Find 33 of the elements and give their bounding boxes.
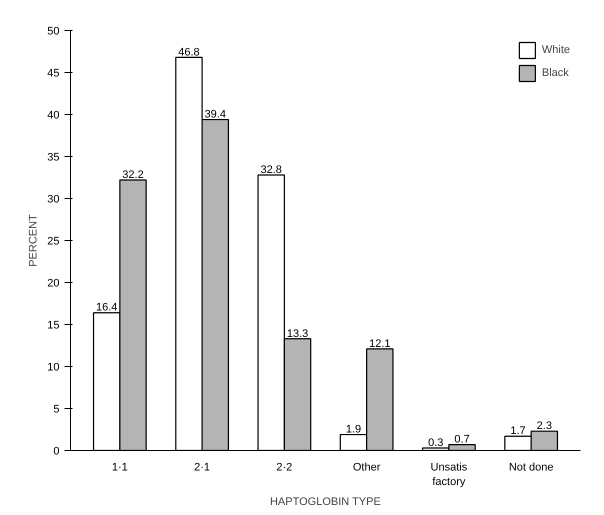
data-label: 1.9 bbox=[346, 424, 362, 436]
y-tick-label: 30 bbox=[47, 194, 60, 206]
legend-label: Black bbox=[542, 67, 569, 79]
x-tick-label: Other bbox=[352, 462, 381, 474]
y-tick-label: 35 bbox=[47, 152, 60, 164]
y-axis-title: PERCENT bbox=[27, 214, 40, 267]
data-label: 0.3 bbox=[428, 436, 444, 449]
x-axis-title: HAPTOGLOBIN TYPE bbox=[270, 496, 381, 508]
data-label: 16.4 bbox=[96, 302, 118, 314]
y-tick-label: 0 bbox=[53, 446, 60, 458]
data-label: 12.1 bbox=[369, 338, 391, 350]
y-tick-label: 40 bbox=[47, 110, 60, 122]
y-tick-label: 50 bbox=[47, 26, 60, 38]
y-tick-label: 10 bbox=[47, 362, 60, 374]
data-label: 1.7 bbox=[510, 425, 526, 438]
data-label: 46.8 bbox=[178, 46, 200, 58]
x-tick-label: Unsatis factory bbox=[430, 462, 468, 488]
x-tick-label: 1·1 bbox=[112, 462, 128, 474]
legend-label: White bbox=[542, 44, 570, 56]
x-tick-label: 2·2 bbox=[276, 462, 292, 474]
y-tick-label: 15 bbox=[47, 320, 60, 332]
y-tick-label: 25 bbox=[47, 236, 60, 248]
data-label: 39.4 bbox=[204, 108, 226, 121]
y-tick-label: 20 bbox=[47, 278, 60, 290]
data-label: 32.2 bbox=[122, 169, 144, 182]
y-tick-label: 5 bbox=[53, 404, 60, 416]
x-tick-label: Not done bbox=[508, 462, 554, 474]
data-label: 13.3 bbox=[286, 328, 308, 340]
data-label: 32.8 bbox=[260, 164, 282, 176]
y-tick-label: 45 bbox=[47, 68, 60, 80]
data-label: 0.7 bbox=[454, 434, 470, 446]
x-tick-label: 2·1 bbox=[194, 462, 210, 474]
data-label: 2.3 bbox=[536, 420, 552, 432]
